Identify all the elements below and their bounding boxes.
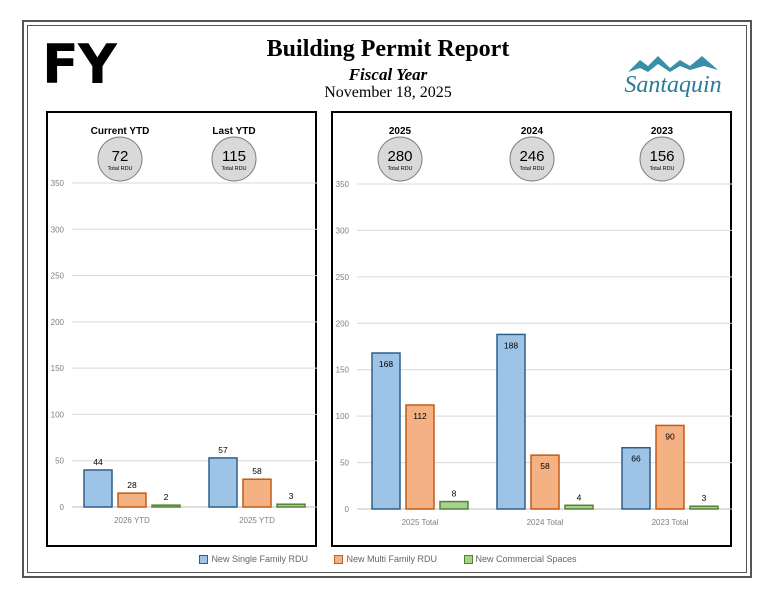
kpi-value: 280 [387, 148, 412, 165]
kpi-title: 2023 [651, 126, 674, 137]
bar [208, 457, 238, 508]
x-tick-label: 2026 YTD [114, 516, 150, 525]
data-label: 58 [252, 466, 262, 476]
outer-frame [22, 20, 752, 578]
svg-text:Santaquin: Santaquin [624, 72, 721, 98]
y-tick-label: 0 [345, 505, 350, 514]
data-label: 90 [665, 431, 675, 441]
bar [621, 446, 651, 510]
kpi-title: 2024 [521, 126, 544, 137]
y-tick-label: 100 [336, 412, 350, 421]
ytd-bar-chart: 0 50 100 150 200 250 300 350 2026 YTD 44 28 2 2025 Y… [51, 126, 317, 525]
santaquin-logo: Santaquin [624, 56, 722, 98]
data-label: 2 [164, 492, 169, 502]
bar [655, 424, 685, 510]
bar [117, 492, 147, 508]
bar [276, 503, 306, 508]
legend-swatch [334, 554, 344, 564]
legend-label: New Multi Family RDU [346, 554, 437, 564]
y-tick-label: 250 [51, 272, 65, 281]
bar [564, 504, 594, 510]
kpi-title: Last YTD [212, 126, 255, 137]
inner-frame [27, 25, 747, 573]
kpi-subtitle: Total RDU [221, 166, 246, 172]
legend-swatch [463, 554, 473, 564]
data-label: 58 [540, 461, 550, 471]
data-label: 4 [577, 492, 582, 502]
bar [530, 454, 560, 510]
y-tick-label: 250 [336, 273, 350, 282]
kpi-circle [639, 136, 685, 182]
bar [151, 504, 181, 508]
kpi-circle [377, 136, 423, 182]
y-tick-label: 200 [51, 318, 65, 327]
data-label: 28 [127, 480, 137, 490]
data-label: 168 [379, 359, 393, 369]
bar [405, 404, 435, 510]
kpi-circle [211, 136, 257, 182]
y-tick-label: 300 [336, 226, 350, 235]
data-label: 3 [702, 493, 707, 503]
kpi-circle [97, 136, 143, 182]
y-tick-label: 150 [51, 364, 65, 373]
bar [496, 333, 526, 510]
kpi-title: 2025 [389, 126, 412, 137]
legend-multi-family: New Multi Family RDU [334, 554, 437, 564]
kpi-value: 72 [112, 148, 129, 165]
bar [439, 500, 469, 510]
kpi-value: 246 [519, 148, 544, 165]
annual-chart-panel: 0 50 100 150 200 250 300 350 2025 Total 168 112 8 20… [331, 111, 732, 547]
legend-commercial: New Commercial Spaces [463, 554, 577, 564]
x-tick-label: 2025 Total [402, 518, 439, 527]
bar [689, 505, 719, 510]
bar [242, 478, 272, 508]
kpi-value: 156 [649, 148, 674, 165]
kpi-subtitle: Total RDU [387, 166, 412, 172]
data-label: 66 [631, 454, 641, 464]
data-label: 8 [452, 489, 457, 499]
x-tick-label: 2024 Total [527, 518, 564, 527]
data-label: 3 [289, 491, 294, 501]
kpi-value: 115 [222, 148, 246, 165]
data-label: 112 [413, 411, 427, 421]
kpi-title: Current YTD [91, 126, 150, 137]
y-tick-label: 350 [51, 179, 65, 188]
report-date: November 18, 2025 [324, 84, 452, 101]
kpi-subtitle: Total RDU [107, 166, 132, 172]
legend-label: New Commercial Spaces [475, 554, 577, 564]
kpi-subtitle: Total RDU [519, 166, 544, 172]
y-tick-label: 350 [336, 180, 350, 189]
ytd-chart-panel: 0 50 100 150 200 250 300 350 2026 YTD 44 28 2 2025 Y… [46, 111, 317, 547]
x-tick-label: 2023 Total [652, 518, 689, 527]
fy-label: FY [42, 33, 117, 96]
legend-label: New Single Family RDU [211, 554, 308, 564]
data-label: 188 [504, 340, 518, 350]
report-title: Building Permit Report [266, 36, 510, 62]
y-tick-label: 300 [51, 225, 65, 234]
y-tick-label: 200 [336, 319, 350, 328]
legend-swatch [199, 554, 209, 564]
annual-bar-chart: 0 50 100 150 200 250 300 350 2025 Total 168 112 8 20… [336, 126, 732, 527]
y-tick-label: 100 [51, 410, 65, 419]
data-label: 44 [93, 457, 103, 467]
chart-legend: New Single Family RDU New Multi Family R… [0, 554, 776, 566]
x-tick-label: 2025 YTD [239, 516, 275, 525]
kpi-subtitle: Total RDU [649, 166, 674, 172]
y-tick-label: 50 [340, 459, 349, 468]
y-tick-label: 50 [55, 457, 64, 466]
report-subtitle: Fiscal Year [348, 65, 428, 84]
kpi-circle [509, 136, 555, 182]
bar [371, 352, 401, 510]
y-tick-label: 150 [336, 366, 350, 375]
bar [83, 469, 113, 508]
y-tick-label: 0 [60, 503, 65, 512]
data-label: 57 [218, 445, 228, 455]
legend-single-family: New Single Family RDU [199, 554, 308, 564]
